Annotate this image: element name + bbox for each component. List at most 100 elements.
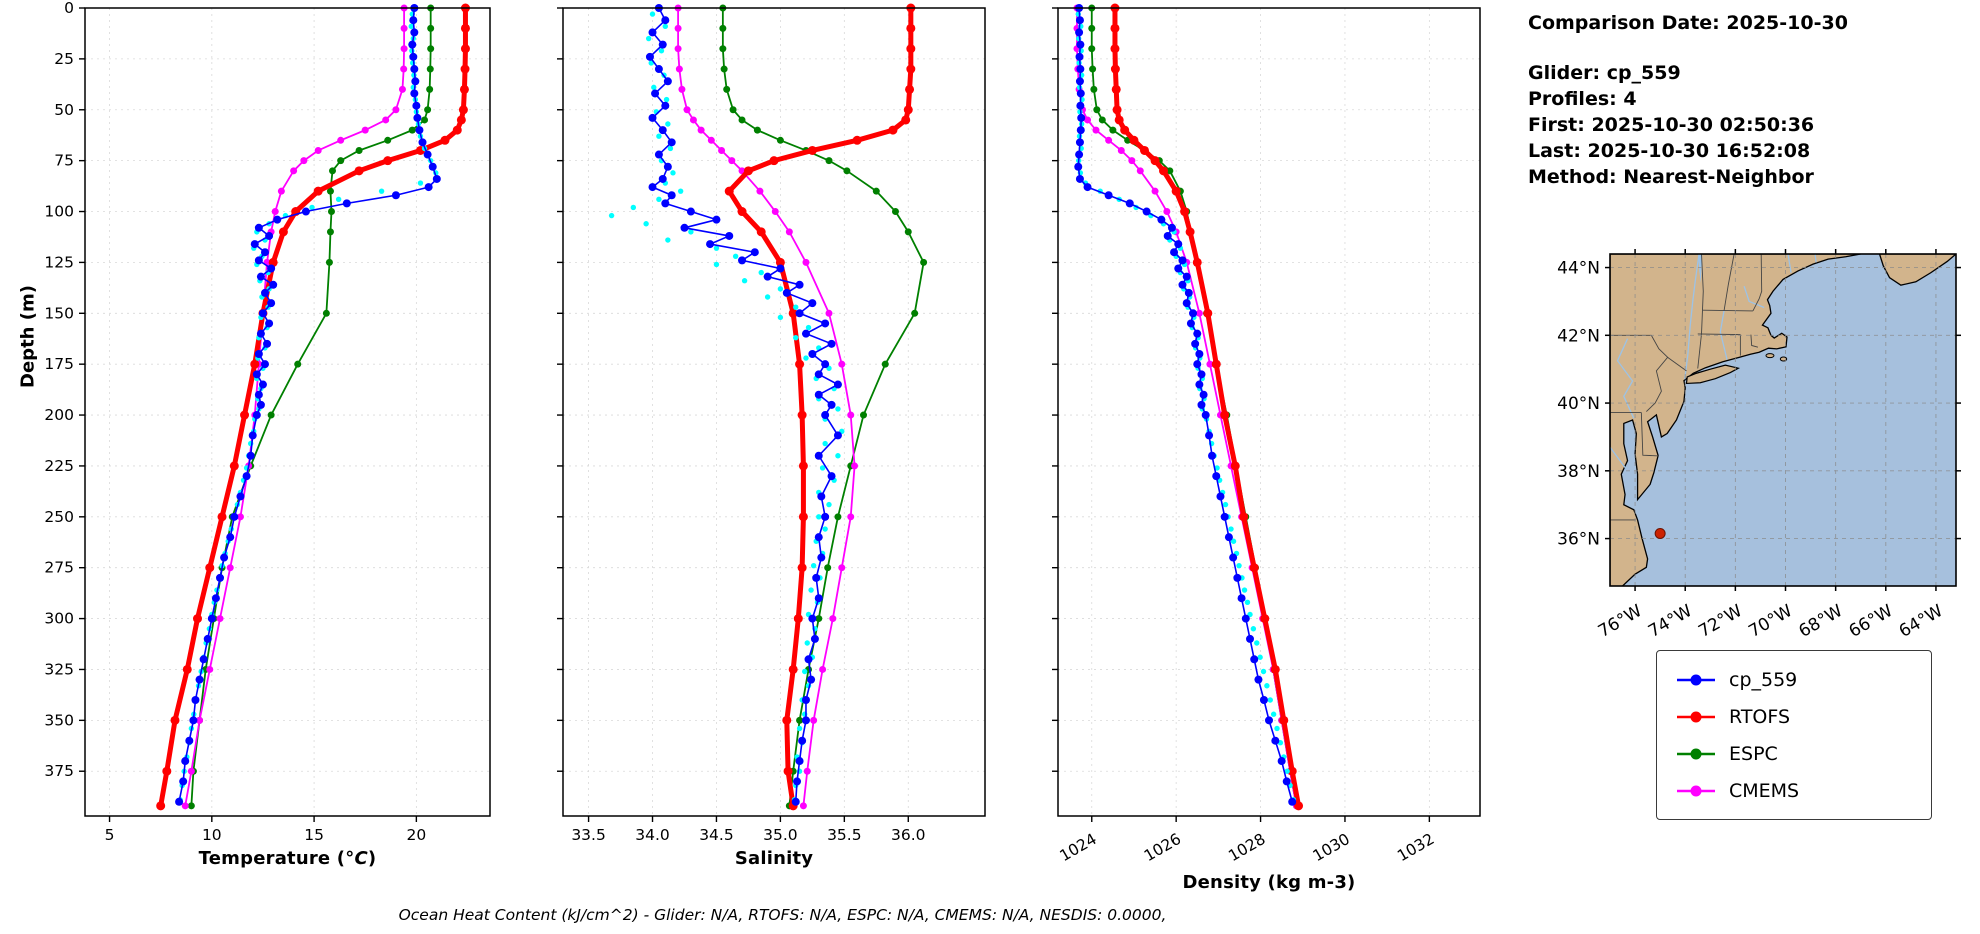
glider-location-marker [1654,527,1666,539]
x-tick-label: 1032 [1394,830,1437,865]
state-borders [1610,254,1763,521]
info-last: Last: 2025-10-30 16:52:08 [1528,140,1811,162]
y-tick-label: 325 [44,660,74,678]
scatter-glider-raw [1075,11,1297,803]
tick-labels: 33.5 34.0 34.5 35.0 35.5 36.0 [571,826,925,844]
salinity-plot: 33.5 34.0 34.5 35.0 35.5 36.0 [557,3,986,844]
density-plot: 1024 1026 1028 1030 1032 [1052,3,1481,865]
tick-labels: 5 10 15 20025507510012515017520022525027530… [44,0,426,844]
legend-item-cp_559: cp_559 [1675,661,1913,698]
x-tick-label: 1030 [1310,830,1353,865]
y-tick-label: 300 [44,610,74,628]
series-cp_559 [175,4,441,806]
map-x-tick-label: 70°W [1745,601,1796,642]
legend: cp_559 RTOFS ESPC CMEMS [1656,650,1932,820]
legend-label: cp_559 [1729,668,1798,691]
legend-item-CMEMS: CMEMS [1675,772,1913,809]
lake-champlain [1698,254,1703,283]
map-y-tick-label: 36°N [1557,530,1600,550]
island [1765,353,1775,359]
y-tick-label: 150 [44,304,74,322]
map-gridlines [1610,254,1956,586]
series-cp_559 [645,4,842,806]
y-tick-label: 275 [44,559,74,577]
map-ticks [1605,249,1961,591]
tick-marks [1052,7,1431,822]
map-x-tick-label: 76°W [1595,601,1646,642]
tick-labels: 1024 1026 1028 1030 1032 [1057,830,1438,865]
info-profiles: Profiles: 4 [1528,88,1637,110]
map-x-tick-label: 74°W [1645,601,1696,642]
y-tick-label: 375 [44,762,74,780]
legend-marker [1677,748,1715,759]
series-RTOFS [1110,3,1304,811]
info-panel: Comparison Date: 2025-10-30 Glider: cp_5… [1528,10,1848,190]
x-tick-label: 35.5 [827,826,862,844]
map-y-tick-label: 38°N [1557,462,1600,482]
info-first: First: 2025-10-30 02:50:36 [1528,114,1815,136]
temperature-axis-label: Temperature (°C) [198,848,377,869]
y-tick-label: 175 [44,355,74,373]
x-tick-label: 36.0 [891,826,926,844]
scatter-glider-raw [177,11,439,803]
tick-marks [79,7,418,822]
x-tick-label: 10 [202,826,222,844]
x-tick-label: 1026 [1141,830,1184,865]
legend-marker [1677,711,1715,722]
map-frame [1609,253,1957,587]
info-method: Method: Nearest-Neighbor [1528,166,1814,188]
gridlines [1058,7,1480,816]
legend-label: ESPC [1729,742,1778,765]
y-tick-label: 25 [54,50,74,68]
series-CMEMS [181,4,408,810]
legend-label: CMEMS [1729,779,1800,802]
map-x-tick-label: 72°W [1695,601,1746,642]
x-tick-label: 5 [105,826,115,844]
x-tick-label: 34.5 [699,826,734,844]
land-nova-scotia [1878,254,1956,286]
info-glider: Glider: cp_559 [1528,62,1681,84]
x-tick-label: 20 [406,826,426,844]
x-tick-label: 34.0 [635,826,670,844]
y-tick-label: 75 [54,152,74,170]
map-y-tick-label: 40°N [1557,394,1600,414]
x-tick-label: 35.0 [763,826,798,844]
location-map: 44°N 42°N 40°N 38°N 36°N 76°W 74°W 72°W 70°W 68°W… [1557,249,1961,642]
y-tick-label: 350 [44,711,74,729]
legend-label: RTOFS [1729,705,1791,728]
legend-marker [1677,785,1715,796]
land-mainland [1610,254,1861,586]
rivers [1610,254,1817,470]
y-tick-label: 100 [44,203,74,221]
axes-frame [1057,7,1481,817]
y-tick-label: 225 [44,457,74,475]
series-ESPC [187,4,435,810]
axes-frame [562,7,986,817]
scatter-glider-raw [608,11,845,803]
gridlines [563,7,985,816]
series-CMEMS [674,4,859,810]
x-tick-label: 1024 [1057,830,1100,865]
y-tick-label: 0 [64,0,74,17]
legend-item-ESPC: ESPC [1675,735,1913,772]
footer-caption: Ocean Heat Content (kJ/cm^2) - Glider: N… [398,906,1167,924]
x-tick-label: 33.5 [571,826,606,844]
legend-marker [1677,674,1715,685]
map-y-tick-label: 44°N [1557,259,1600,279]
map-x-tick-label: 64°W [1896,601,1947,642]
x-tick-label: 1028 [1225,830,1268,865]
gridlines [85,7,490,816]
legend-item-RTOFS: RTOFS [1675,698,1913,735]
axes-frame [84,7,491,817]
tick-marks [557,7,909,822]
map-layers [1610,254,1956,586]
temperature-plot: 5 10 15 20025507510012515017520022525027530… [44,0,491,844]
map-y-tick-label: 42°N [1557,326,1600,346]
comparison-date: Comparison Date: 2025-10-30 [1528,12,1848,34]
land-long-island [1685,364,1741,385]
series-RTOFS [724,3,916,811]
series-cp_559 [1074,4,1297,806]
y-tick-label: 200 [44,406,74,424]
x-tick-label: 15 [304,826,324,844]
